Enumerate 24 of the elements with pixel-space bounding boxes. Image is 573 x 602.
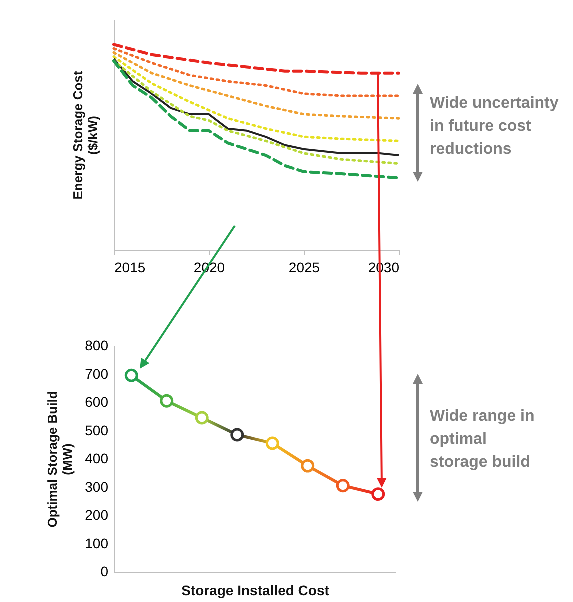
y-axis-title: Energy Storage Cost ($/kW) <box>70 70 100 200</box>
x-tick-label: 2025 <box>288 260 320 276</box>
y-tick-label: 600 <box>85 394 109 410</box>
point <box>301 459 315 473</box>
x-tick-label: 2015 <box>114 260 146 276</box>
point <box>372 488 386 502</box>
point <box>336 479 350 493</box>
y-tick-label: 400 <box>85 450 109 466</box>
y-tick-label: 100 <box>85 535 109 552</box>
text: Wide uncertainty in future cost reductions <box>430 94 559 160</box>
y-tick-label: 0 <box>100 564 109 580</box>
point <box>195 411 209 425</box>
point <box>160 394 174 408</box>
text: Wide range in optimal storage build <box>430 407 535 473</box>
x-axis-title: Storage Installed Cost <box>182 582 330 598</box>
y-tick-label: 500 <box>85 422 109 438</box>
point <box>266 436 280 450</box>
y-tick-label: 800 <box>85 338 109 354</box>
y-tick-label: 700 <box>85 366 109 382</box>
y-tick-label: 300 <box>85 478 109 495</box>
y-tick-label: 200 <box>85 507 109 523</box>
point <box>230 428 244 442</box>
y-axis-title: Optimal Storage Build (MW) <box>45 391 76 528</box>
point <box>124 368 138 382</box>
